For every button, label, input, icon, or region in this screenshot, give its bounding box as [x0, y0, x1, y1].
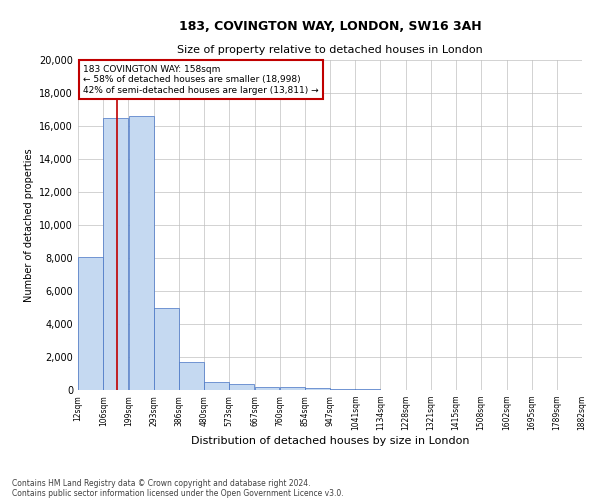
Text: 183, COVINGTON WAY, LONDON, SW16 3AH: 183, COVINGTON WAY, LONDON, SW16 3AH — [179, 20, 481, 33]
Text: Contains HM Land Registry data © Crown copyright and database right 2024.: Contains HM Land Registry data © Crown c… — [12, 478, 311, 488]
Bar — [229, 384, 254, 390]
Bar — [179, 362, 204, 390]
Text: Contains public sector information licensed under the Open Government Licence v3: Contains public sector information licen… — [12, 488, 344, 498]
Text: Size of property relative to detached houses in London: Size of property relative to detached ho… — [177, 45, 483, 55]
Bar — [204, 382, 229, 390]
Bar — [103, 118, 128, 390]
Bar — [78, 257, 103, 390]
Bar — [254, 386, 280, 390]
Bar — [280, 387, 305, 390]
Bar — [128, 116, 154, 390]
Bar — [330, 389, 355, 390]
Y-axis label: Number of detached properties: Number of detached properties — [24, 148, 34, 302]
X-axis label: Distribution of detached houses by size in London: Distribution of detached houses by size … — [191, 436, 469, 446]
Text: 183 COVINGTON WAY: 158sqm
← 58% of detached houses are smaller (18,998)
42% of s: 183 COVINGTON WAY: 158sqm ← 58% of detac… — [83, 65, 319, 95]
Bar — [154, 308, 179, 390]
Bar — [305, 388, 330, 390]
